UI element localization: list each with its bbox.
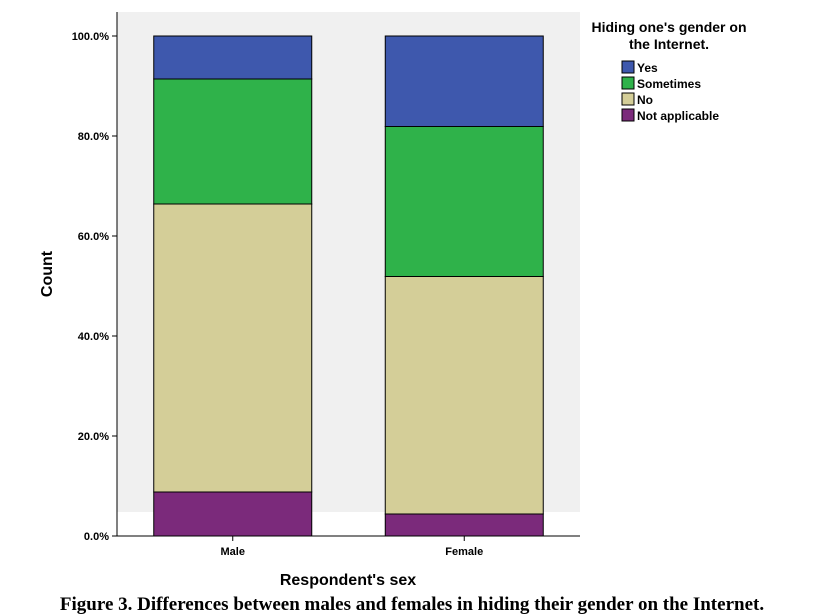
- legend-title-line2: the Internet.: [629, 36, 709, 52]
- bar-segment-male-no: [153, 203, 313, 493]
- legend-label-not-applicable: Not applicable: [637, 109, 719, 123]
- y-tick-label: 20.0%: [78, 431, 109, 443]
- bar-segment-female-not-applicable: [384, 513, 544, 537]
- y-tick-label: 80.0%: [78, 131, 109, 143]
- x-axis-title: Respondent's sex: [280, 572, 416, 589]
- bar-segment-male-not-applicable: [153, 491, 313, 537]
- bar-segment-male-sometimes: [153, 78, 313, 205]
- bar-segment-female-yes: [384, 35, 544, 127]
- bar-segment-female-sometimes: [384, 126, 544, 277]
- legend-swatch-no: [621, 92, 635, 106]
- y-tick-label: 100.0%: [72, 31, 110, 43]
- legend-label-no: No: [637, 93, 653, 107]
- x-tick-label: Female: [445, 546, 483, 558]
- x-tick-label: Male: [221, 546, 245, 558]
- legend-swatch-sometimes: [621, 76, 635, 90]
- y-axis-title: Count: [39, 250, 56, 297]
- figure-caption: Figure 3. Differences between males and …: [60, 594, 764, 615]
- bar-segment-female-no: [384, 276, 544, 515]
- legend-label-yes: Yes: [637, 61, 658, 75]
- bar-segment-male-yes: [153, 35, 313, 80]
- legend-swatch-not-applicable: [621, 108, 635, 122]
- y-tick-label: 0.0%: [84, 531, 109, 543]
- legend-title-line1: Hiding one's gender on: [592, 19, 747, 35]
- y-tick-label: 60.0%: [78, 231, 109, 243]
- legend-label-sometimes: Sometimes: [637, 77, 701, 91]
- y-tick-label: 40.0%: [78, 331, 109, 343]
- legend-swatch-yes: [621, 60, 635, 74]
